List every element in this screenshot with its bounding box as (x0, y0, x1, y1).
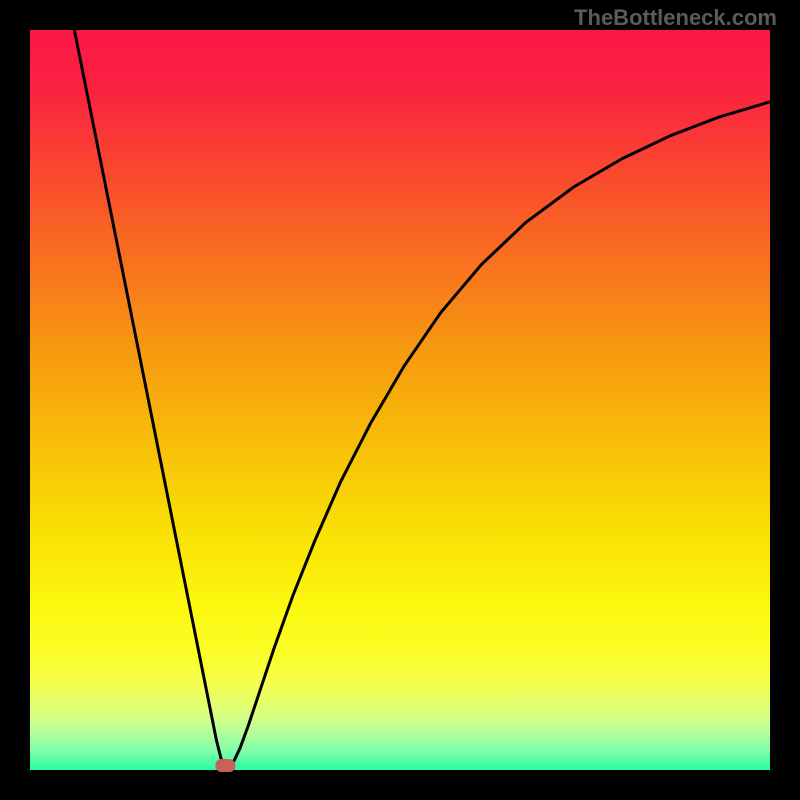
chart-container: { "watermark": { "text": "TheBottleneck.… (0, 0, 800, 800)
minimum-marker (215, 759, 235, 772)
watermark-text: TheBottleneck.com (574, 5, 777, 31)
chart-svg (0, 0, 800, 800)
bottleneck-curve (74, 30, 770, 767)
